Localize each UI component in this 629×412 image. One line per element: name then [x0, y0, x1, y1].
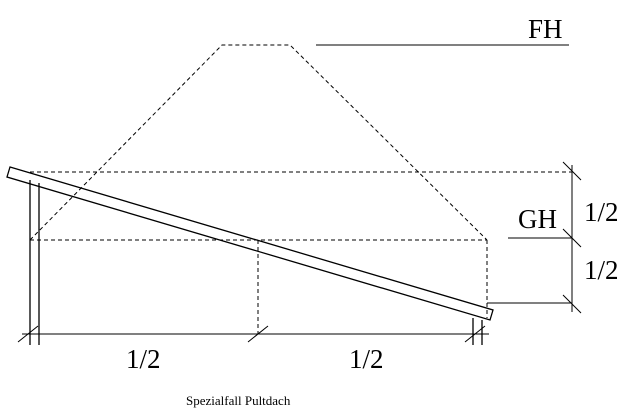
dim-tick-center: [247, 325, 269, 343]
mono-pitch-roof: [6, 166, 494, 321]
bottom-right-half-label: 1/2: [349, 344, 384, 374]
fh-label: FH: [528, 14, 563, 44]
dim-tick-right: [464, 325, 486, 343]
right-upper-half-label: 1/2: [584, 197, 619, 227]
fh-outline: [29, 44, 488, 241]
bottom-left-half-label: 1/2: [126, 344, 161, 374]
right-dim-tick-top: [562, 161, 582, 181]
right-dim-tick-bottom: [562, 294, 582, 314]
right-lower-half-label: 1/2: [584, 255, 619, 285]
diagram-caption: Spezialfall Pultdach: [186, 393, 291, 408]
gh-label: GH: [518, 204, 557, 234]
dim-tick-left: [17, 325, 39, 343]
